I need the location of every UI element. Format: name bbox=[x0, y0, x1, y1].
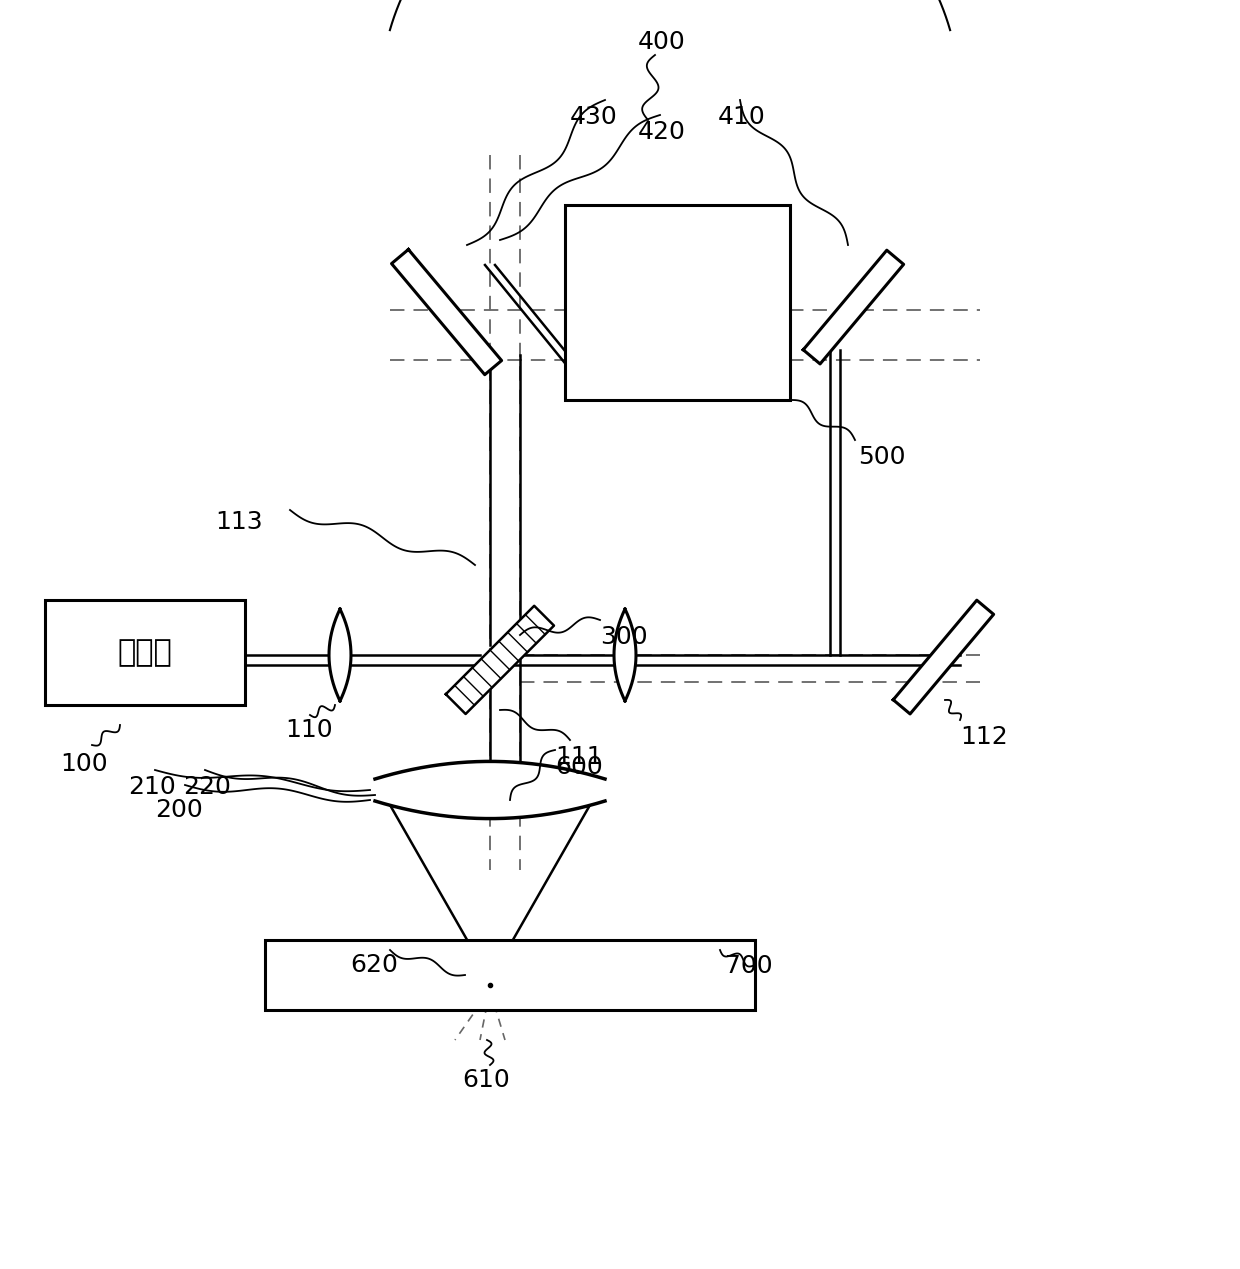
Text: 100: 100 bbox=[60, 753, 108, 777]
Text: 300: 300 bbox=[600, 626, 647, 648]
Text: 激光部: 激光部 bbox=[118, 638, 172, 667]
Polygon shape bbox=[329, 609, 351, 700]
Bar bbox=[265, 940, 755, 1010]
Text: 220: 220 bbox=[184, 775, 231, 799]
Text: 210: 210 bbox=[128, 775, 176, 799]
Text: 112: 112 bbox=[960, 725, 1008, 749]
Text: 200: 200 bbox=[155, 798, 203, 822]
Text: 111: 111 bbox=[556, 745, 603, 769]
Text: 600: 600 bbox=[556, 755, 603, 779]
Text: 113: 113 bbox=[215, 510, 263, 534]
Text: 420: 420 bbox=[639, 121, 686, 143]
Bar bbox=[45, 600, 246, 706]
Polygon shape bbox=[374, 761, 605, 819]
Polygon shape bbox=[446, 605, 554, 714]
Text: 400: 400 bbox=[639, 30, 686, 55]
Text: 410: 410 bbox=[718, 105, 766, 129]
Polygon shape bbox=[614, 609, 636, 700]
Polygon shape bbox=[392, 250, 502, 374]
Bar bbox=[565, 206, 790, 400]
Polygon shape bbox=[804, 250, 904, 364]
Text: 620: 620 bbox=[350, 953, 398, 977]
Text: 610: 610 bbox=[463, 1068, 510, 1093]
Text: 430: 430 bbox=[570, 105, 618, 129]
Text: 110: 110 bbox=[285, 718, 332, 742]
Polygon shape bbox=[893, 600, 993, 714]
Text: 700: 700 bbox=[725, 954, 773, 978]
Text: 500: 500 bbox=[858, 445, 905, 470]
